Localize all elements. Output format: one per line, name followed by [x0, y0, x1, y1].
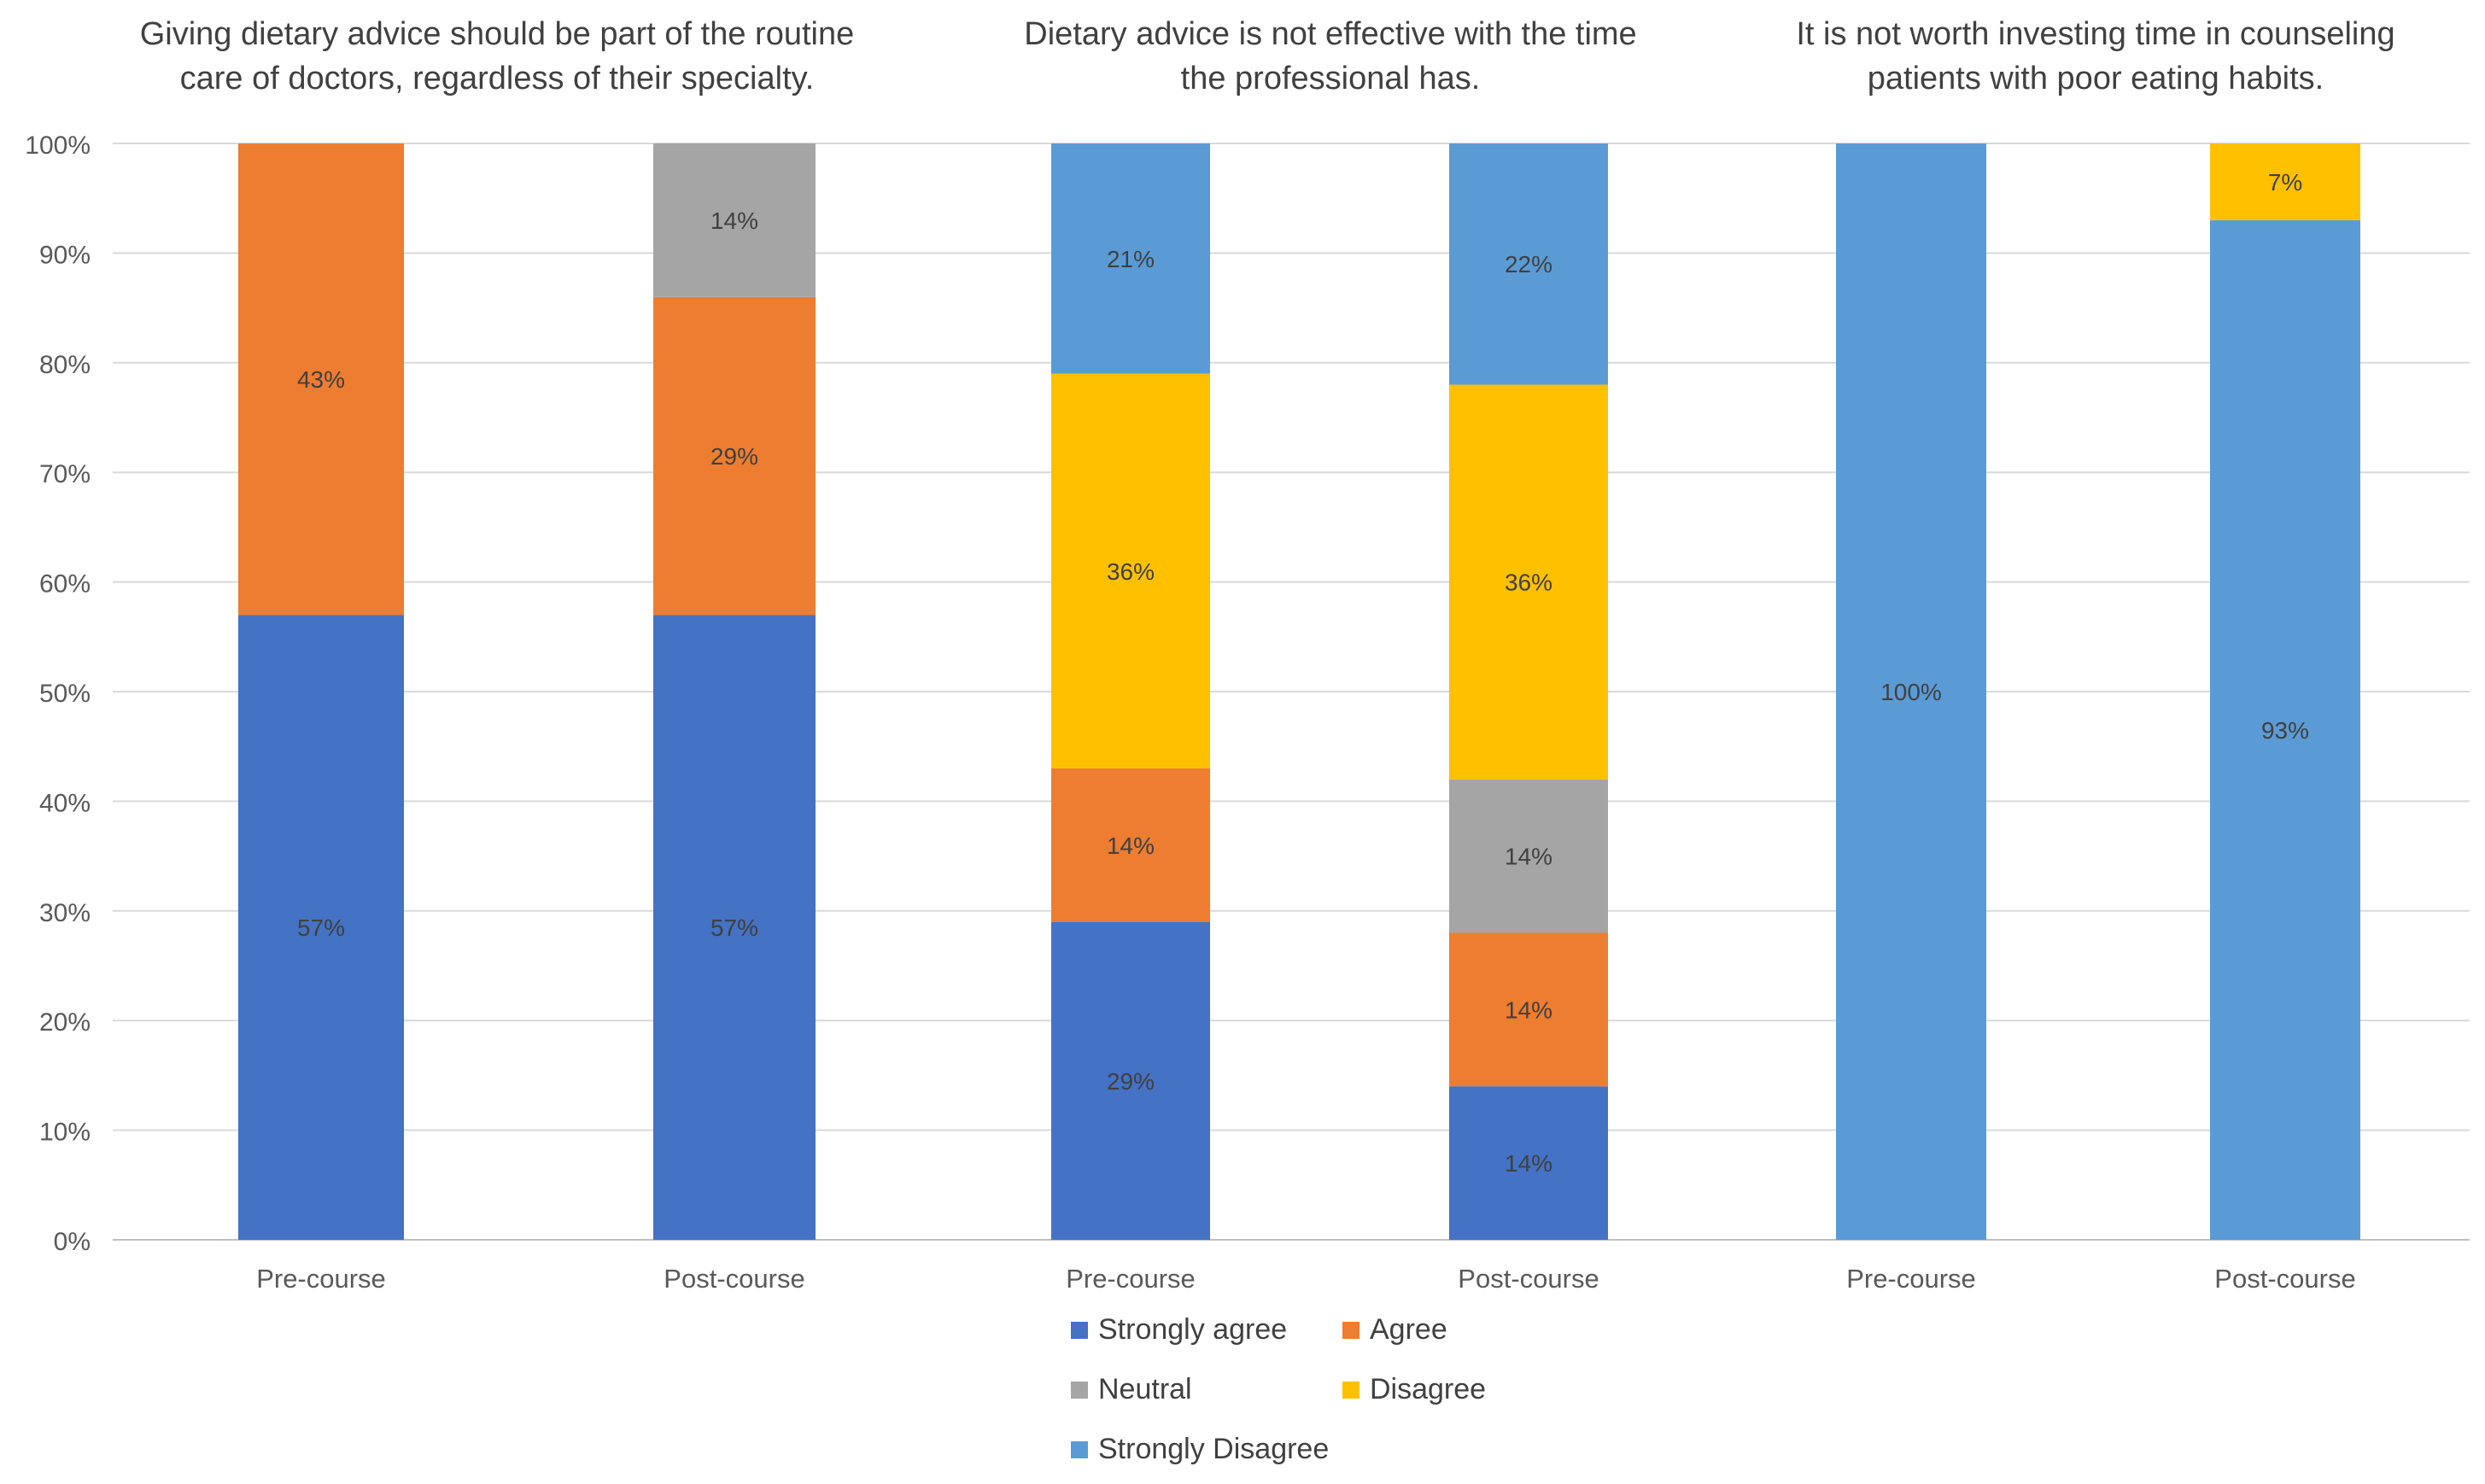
data-label: 36%	[1107, 558, 1155, 585]
data-label: 14%	[1505, 1150, 1552, 1177]
legend-item-neutral: Neutral	[1071, 1373, 1192, 1406]
data-label: 29%	[710, 443, 758, 470]
data-label: 43%	[297, 366, 345, 393]
panel-1-title-line-2: care of doctors, regardless of their spe…	[179, 61, 815, 96]
panel-3-title-line-1: It is not worth investing time in counse…	[1796, 16, 2395, 52]
legend-label-strongly-agree: Strongly agree	[1098, 1313, 1288, 1346]
data-label: 14%	[710, 207, 758, 234]
panel-3-title: It is not worth investing time in counse…	[1711, 12, 2480, 101]
legend-swatch-strongly-disagree	[1071, 1440, 1088, 1458]
bar-segment-strongly-disagree	[1836, 143, 1986, 1240]
panel-3-title-line-2: patients with poor eating habits.	[1867, 61, 2324, 96]
x-tick-label: Pre-course	[1066, 1264, 1196, 1294]
data-label: 22%	[1505, 251, 1552, 278]
legend-swatch-agree	[1342, 1321, 1359, 1339]
y-tick-label: 90%	[39, 241, 91, 269]
legend-label-agree: Agree	[1370, 1313, 1447, 1346]
bar-segment-neutral	[653, 143, 816, 297]
bar-segment-neutral	[1449, 779, 1608, 933]
x-tick-label: Post-course	[1458, 1264, 1599, 1294]
bar-segment-strongly-disagree	[1449, 143, 1608, 385]
panel-1-title-line-1: Giving dietary advice should be part of …	[139, 16, 855, 52]
legend-label-disagree: Disagree	[1370, 1373, 1487, 1405]
y-tick-label: 40%	[39, 789, 91, 817]
bar-segment-agree	[1449, 932, 1608, 1087]
data-label: 14%	[1505, 844, 1552, 870]
y-tick-label: 30%	[39, 899, 91, 927]
legend-swatch-neutral	[1071, 1381, 1088, 1399]
data-label: 100%	[1880, 679, 1942, 705]
data-label: 7%	[2268, 169, 2302, 196]
x-tick-label: Pre-course	[1846, 1264, 1976, 1294]
legend-swatch-disagree	[1342, 1381, 1359, 1399]
data-label: 29%	[1107, 1068, 1155, 1095]
panel-1-title: Giving dietary advice should be part of …	[113, 12, 881, 101]
bar-segment-disagree	[2210, 143, 2360, 220]
legend-label-neutral: Neutral	[1098, 1373, 1192, 1405]
panel-2-title-line-2: the professional has.	[1180, 61, 1481, 96]
data-label: 14%	[1505, 996, 1552, 1023]
legend-item-strongly-agree: Strongly agree	[1071, 1313, 1287, 1347]
data-label: 21%	[1107, 246, 1155, 272]
y-tick-label: 0%	[54, 1228, 91, 1256]
bar-segment-strongly-agree	[653, 615, 816, 1240]
bar-segment-disagree	[1051, 373, 1210, 768]
legend-item-disagree: Disagree	[1342, 1373, 1486, 1406]
data-label: 57%	[710, 914, 758, 941]
y-tick-label: 10%	[39, 1119, 91, 1147]
y-tick-label: 50%	[39, 680, 91, 708]
data-label: 57%	[297, 914, 345, 941]
bar-segment-agree	[653, 296, 816, 616]
y-tick-label: 100%	[25, 131, 91, 160]
data-label: 36%	[1505, 570, 1552, 596]
y-tick-label: 80%	[39, 351, 91, 379]
bar-segment-agree	[238, 143, 404, 616]
legend-item-strongly-disagree: Strongly Disagree	[1071, 1433, 1329, 1466]
legend-item-agree: Agree	[1342, 1313, 1447, 1347]
legend-label-strongly-disagree: Strongly Disagree	[1098, 1433, 1330, 1465]
legend-swatch-strongly-agree	[1071, 1321, 1088, 1339]
panel-2-title: Dietary advice is not effective with the…	[946, 12, 1715, 101]
y-tick-label: 20%	[39, 1008, 91, 1037]
bar-segment-agree	[1051, 768, 1210, 922]
bar-segment-disagree	[1449, 384, 1608, 780]
bar-segment-strongly-disagree	[1051, 143, 1210, 374]
panel-2-title-line-1: Dietary advice is not effective with the…	[1024, 16, 1637, 52]
y-tick-label: 60%	[39, 570, 91, 599]
data-label: 93%	[2261, 717, 2309, 744]
bar-segment-strongly-disagree	[2210, 219, 2360, 1240]
y-tick-label: 70%	[39, 460, 91, 488]
data-label: 14%	[1107, 833, 1155, 859]
x-tick-label: Post-course	[664, 1264, 804, 1294]
bar-segment-strongly-agree	[1051, 921, 1210, 1240]
x-tick-label: Post-course	[2214, 1264, 2355, 1294]
bar-segment-strongly-agree	[238, 615, 404, 1240]
bar-segment-strongly-agree	[1449, 1086, 1608, 1240]
x-tick-label: Pre-course	[256, 1264, 386, 1294]
